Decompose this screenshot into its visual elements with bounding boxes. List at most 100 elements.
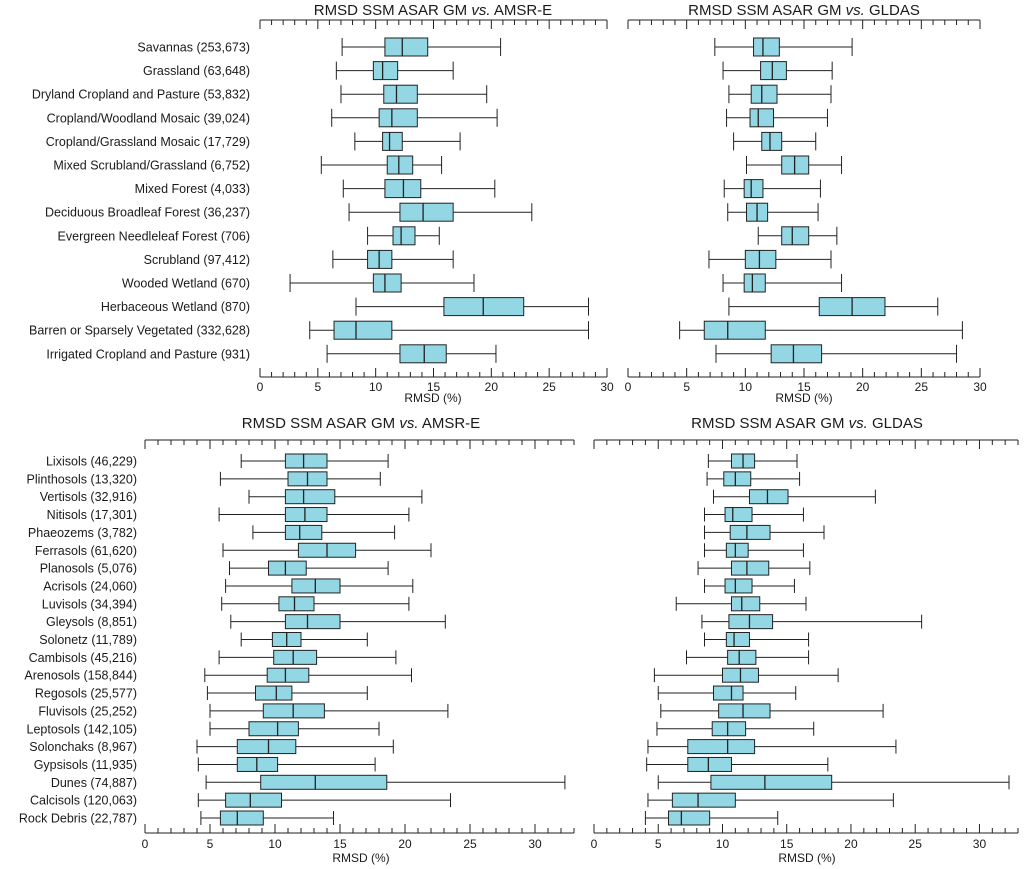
box-11 — [686, 649, 810, 665]
box-2 — [248, 489, 423, 505]
x-tick-label: 5 — [655, 837, 662, 851]
panel-landcover-amsre: RMSD SSM ASAR GM vs. AMSR-E 0 5 10 15 20 25 30 R… — [29, 2, 614, 405]
box-17 — [197, 756, 376, 772]
category-label: Fluvisols (25,252) — [38, 704, 137, 718]
x-tick-label: 10 — [268, 837, 282, 851]
panel-landcover-gldas: RMSD SSM ASAR GM vs. GLDAS 0 5 10 15 20 25 30 RM… — [625, 2, 987, 405]
box-10 — [722, 273, 843, 293]
category-label: Calcisols (120,063) — [30, 794, 137, 808]
box-13 — [326, 344, 497, 364]
x-tick-label: 10 — [369, 380, 383, 394]
category-label: Dryland Cropland and Pasture (53,832) — [32, 88, 250, 102]
category-label: Arenosols (158,844) — [24, 669, 137, 683]
box-11 — [355, 297, 589, 317]
box-4 — [733, 131, 817, 151]
x-axis-label: RMSD (%) — [332, 851, 389, 865]
iqr-box — [770, 344, 823, 364]
x-tick-label: 20 — [844, 837, 858, 851]
title-main: RMSD SSM ASAR GM — [242, 415, 400, 432]
iqr-box — [718, 703, 771, 719]
box-8 — [367, 226, 440, 246]
iqr-box — [723, 471, 752, 487]
iqr-box — [744, 249, 777, 269]
iqr-box — [703, 320, 766, 340]
category-label: Dunes (74,887) — [51, 776, 137, 790]
box-7 — [727, 202, 819, 222]
box-15 — [656, 721, 815, 737]
box-2 — [728, 84, 832, 104]
category-label: Gypsisols (11,935) — [34, 758, 137, 772]
title-main: RMSD SSM ASAR GM — [314, 2, 472, 19]
iqr-box — [725, 542, 749, 558]
box-20 — [644, 810, 779, 826]
box-5 — [746, 155, 843, 175]
iqr-box — [284, 614, 341, 630]
x-axis-label: RMSD (%) — [775, 391, 832, 405]
iqr-box — [284, 507, 328, 523]
iqr-box — [710, 774, 833, 790]
box-16 — [196, 739, 394, 755]
iqr-box — [284, 453, 328, 469]
box-3 — [331, 108, 498, 128]
x-tick-label: 5 — [683, 380, 690, 394]
x-tick-label: 0 — [257, 380, 264, 394]
category-label: Solonetz (11,789) — [39, 633, 137, 647]
iqr-box — [760, 61, 787, 81]
iqr-box — [278, 596, 315, 612]
title-vs: vs. — [849, 415, 868, 432]
iqr-box — [687, 756, 732, 772]
box-1 — [706, 471, 801, 487]
iqr-box — [749, 108, 774, 128]
box-6 — [229, 560, 389, 576]
x-tick-label: 20 — [485, 380, 499, 394]
box-0 — [341, 37, 502, 57]
category-label: Acrisols (24,060) — [43, 579, 137, 593]
box-0 — [707, 453, 798, 469]
iqr-box — [260, 774, 388, 790]
box-7 — [225, 578, 414, 594]
title-vs: vs. — [471, 2, 490, 19]
panel-soil-amsre: RMSD SSM ASAR GM vs. AMSR-E 0 5 10 15 20 25 30 R… — [19, 415, 575, 865]
iqr-box — [724, 578, 753, 594]
category-label: Cambisols (45,216) — [29, 651, 137, 665]
title-vs: vs. — [846, 2, 865, 19]
x-tick-label: 0 — [142, 837, 149, 851]
category-label: Gleysols (8,851) — [46, 615, 137, 629]
category-label: Cropland/Woodland Mosaic (39,024) — [47, 111, 250, 125]
iqr-box — [399, 202, 454, 222]
x-tick-label: 30 — [528, 837, 542, 851]
iqr-box — [748, 489, 789, 505]
category-label: Solonchaks (8,967) — [29, 740, 137, 754]
x-axis-label: RMSD (%) — [404, 391, 461, 405]
category-label: Leptosols (142,105) — [27, 722, 138, 736]
x-tick-label: 25 — [542, 380, 556, 394]
box-1 — [335, 61, 454, 81]
box-9 — [332, 249, 454, 269]
category-label: Irrigated Cropland and Pasture (931) — [46, 347, 250, 361]
panel-soil-gldas: RMSD SSM ASAR GM vs. GLDAS 0 5 10 15 20 25 30 RM… — [591, 415, 1019, 865]
x-tick-label: 15 — [780, 837, 794, 851]
iqr-box — [382, 131, 403, 151]
category-label: Plinthosols (13,320) — [27, 472, 137, 486]
iqr-box — [743, 179, 764, 199]
iqr-box — [743, 273, 766, 293]
category-label: Evergreen Needleleaf Forest (706) — [58, 229, 250, 243]
iqr-box — [392, 226, 416, 246]
x-tick-label: 20 — [856, 380, 870, 394]
box-9 — [701, 614, 923, 630]
box-5 — [320, 155, 443, 175]
box-5 — [222, 542, 432, 558]
x-tick-label: 10 — [739, 380, 753, 394]
category-label: Grassland (63,648) — [143, 64, 250, 78]
x-tick-label: 30 — [973, 380, 987, 394]
iqr-box — [219, 810, 264, 826]
category-label: Mixed Scrubland/Grassland (6,752) — [53, 159, 250, 173]
box-2 — [340, 84, 488, 104]
title-vs: vs. — [399, 415, 418, 432]
iqr-box — [384, 37, 429, 57]
category-label: Herbaceous Wetland (870) — [101, 300, 250, 314]
box-8 — [675, 596, 807, 612]
chart-title: RMSD SSM ASAR GM vs. GLDAS — [691, 415, 923, 432]
title-ref: AMSR-E — [491, 2, 553, 19]
box-4 — [703, 524, 825, 540]
